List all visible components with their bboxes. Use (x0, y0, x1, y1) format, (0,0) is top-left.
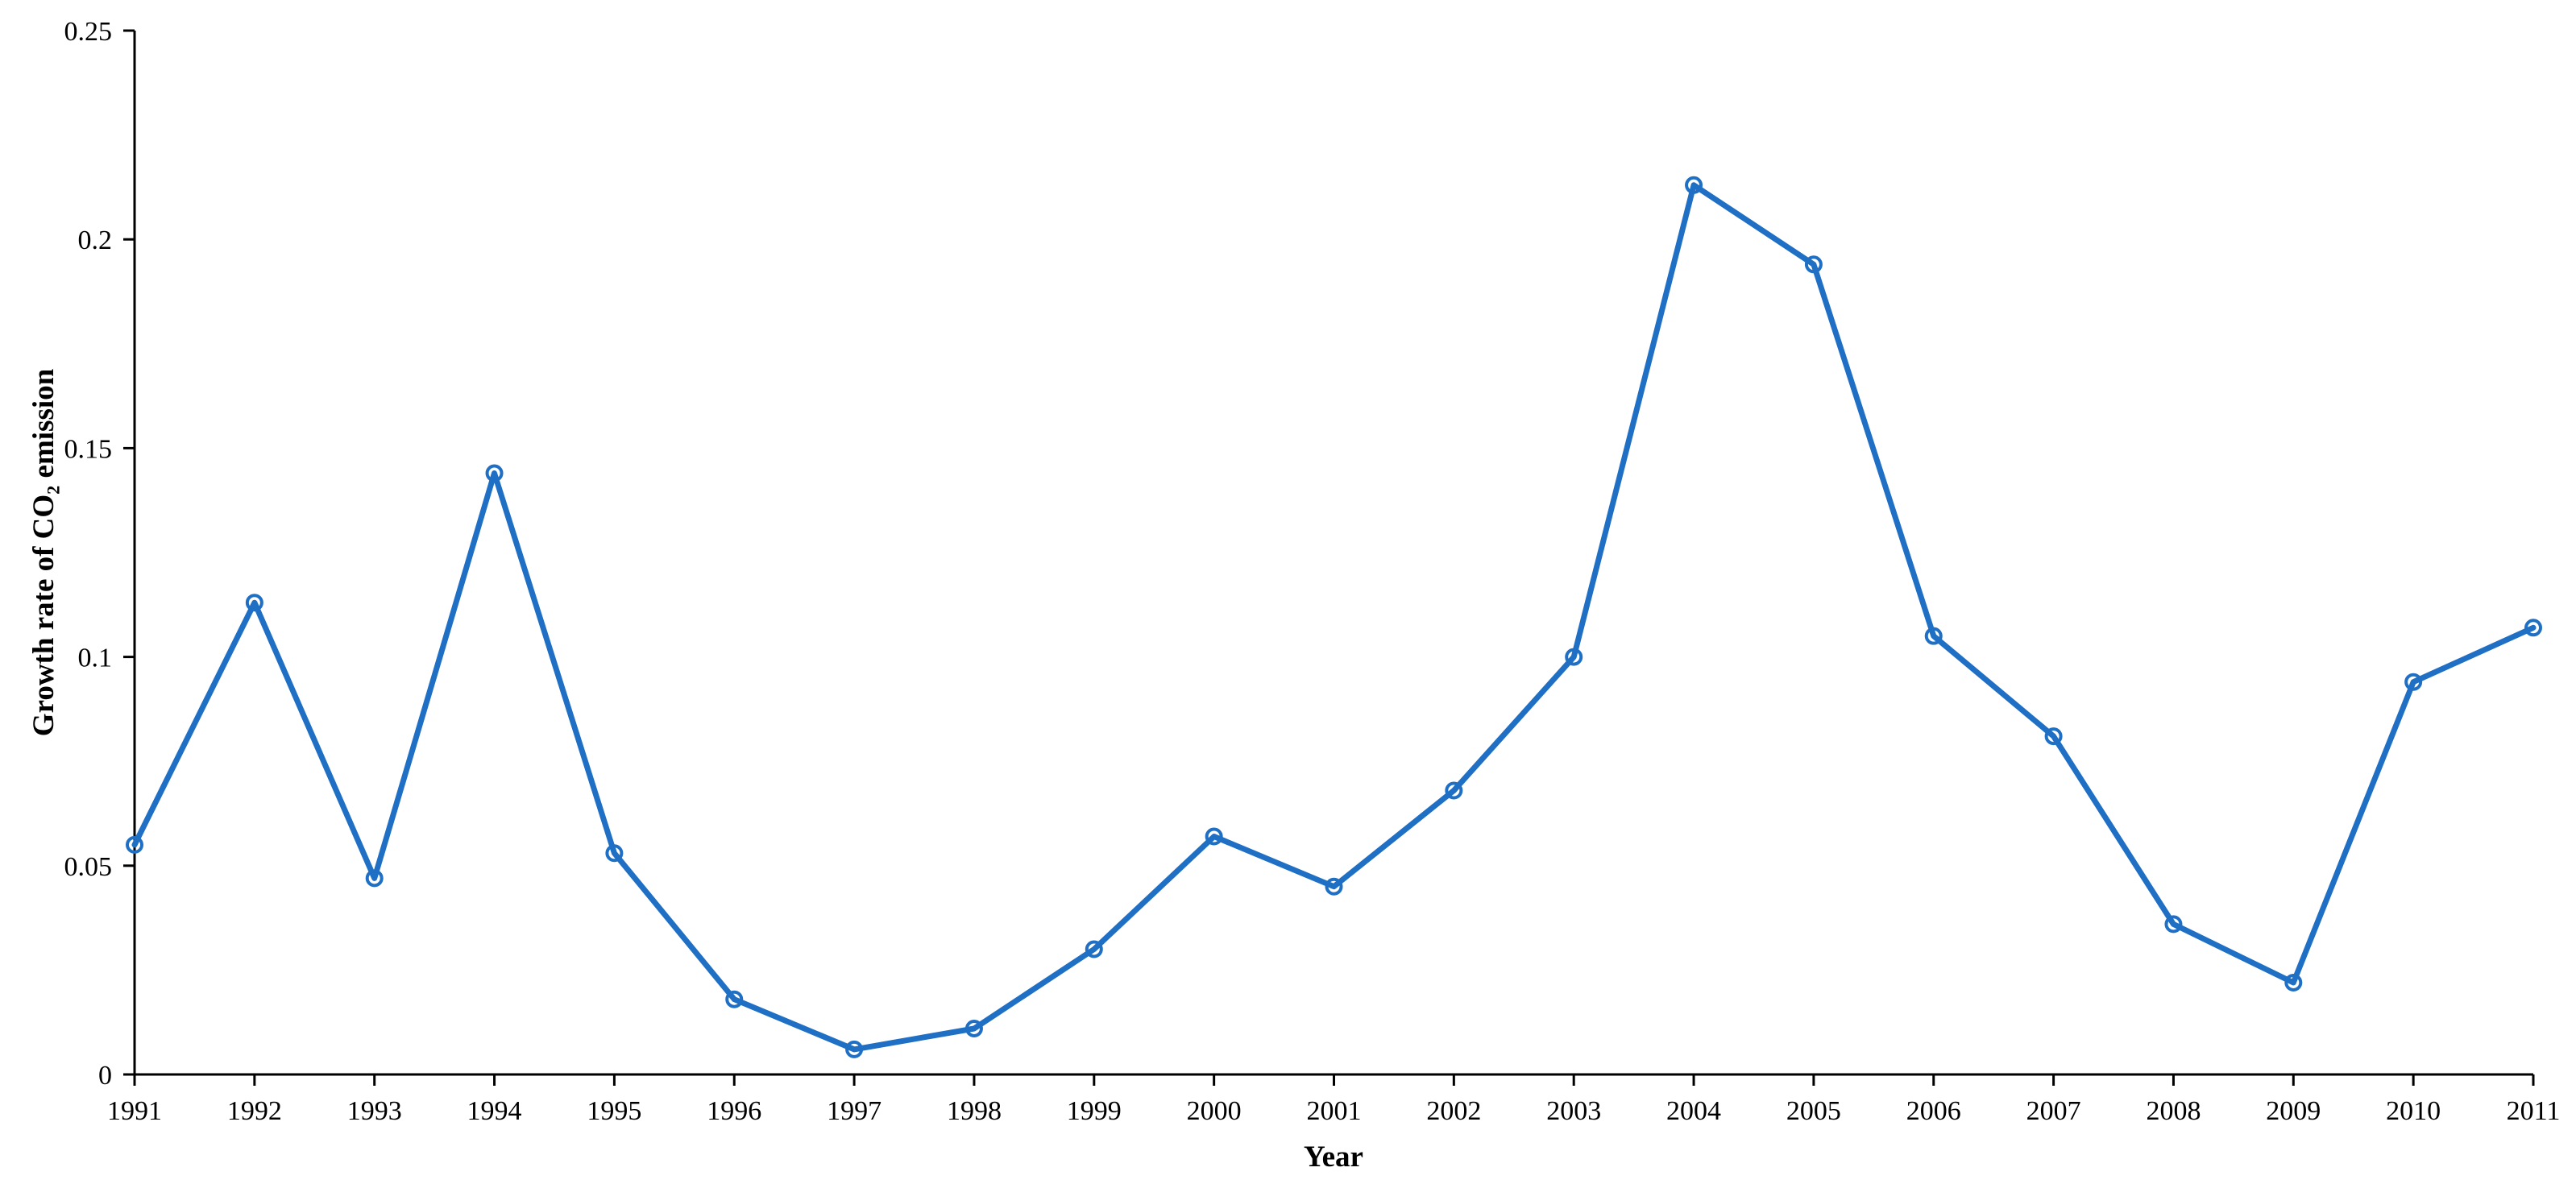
data-point-1999 (1085, 940, 1103, 958)
y-tick-label: 0.2 (78, 226, 113, 255)
data-point-2003 (1565, 648, 1583, 666)
data-point-2005 (1804, 255, 1823, 274)
data-point-2007 (2044, 727, 2063, 746)
x-tick-label: 2004 (1666, 1096, 1721, 1126)
x-axis-ticks: 1991 1992 1993 1994 1995 1996 1997 1998 1999 2000… (107, 1074, 2560, 1126)
series-line (131, 182, 2537, 1053)
x-tick-label: 2001 (1307, 1096, 1362, 1126)
data-point-2001 (1325, 877, 1343, 896)
x-axis-title: Year (1304, 1141, 1363, 1174)
x-tick-label: 1994 (467, 1096, 522, 1126)
data-point-1998 (964, 1019, 983, 1037)
data-point-2010 (2404, 673, 2423, 691)
data-point-1997 (845, 1040, 864, 1058)
x-tick-label: 2009 (2266, 1096, 2321, 1126)
data-point-1996 (725, 990, 744, 1008)
data-point-2006 (1924, 627, 1943, 645)
y-tick-label: 0 (98, 1061, 112, 1091)
x-tick-label: 2003 (1546, 1096, 1601, 1126)
x-tick-label: 2002 (1426, 1096, 1481, 1126)
y-tick-label: 0.25 (64, 17, 113, 47)
x-tick-label: 2000 (1187, 1096, 1242, 1126)
x-tick-label: 1991 (107, 1096, 162, 1126)
data-point-2008 (2164, 915, 2183, 934)
x-tick-label: 2008 (2146, 1096, 2201, 1126)
x-tick-label: 1999 (1067, 1096, 1122, 1126)
x-tick-label: 1996 (707, 1096, 761, 1126)
data-point-1993 (365, 869, 384, 888)
series-layer (126, 176, 2542, 1058)
y-axis-title: Growth rate of CO₂ emission (27, 368, 60, 736)
x-tick-label: 1995 (587, 1096, 641, 1126)
data-point-1994 (485, 464, 504, 482)
x-tick-label: 2010 (2386, 1096, 2441, 1126)
y-tick-label: 0.1 (78, 644, 113, 673)
data-point-2004 (1685, 176, 1703, 194)
plot-area: 0 0.05 0.1 0.15 0.2 0.25 1991 1992 1993 1994 1995… (64, 17, 2561, 1126)
data-point-2000 (1205, 827, 1223, 846)
x-tick-label: 2006 (1906, 1096, 1961, 1126)
data-point-2011 (2524, 619, 2542, 637)
data-point-1995 (605, 844, 624, 863)
y-axis-ticks: 0 0.05 0.1 0.15 0.2 0.25 (64, 17, 135, 1091)
x-tick-label: 1998 (947, 1096, 1002, 1126)
data-point-2009 (2284, 973, 2303, 991)
data-point-1992 (245, 594, 263, 612)
x-tick-label: 1997 (827, 1096, 881, 1126)
y-tick-label: 0.15 (64, 434, 113, 464)
x-tick-label: 2011 (2507, 1096, 2561, 1126)
x-tick-label: 2007 (2026, 1096, 2081, 1126)
data-point-2002 (1445, 781, 1463, 800)
x-tick-label: 1993 (347, 1096, 402, 1126)
y-tick-label: 0.05 (64, 852, 113, 882)
x-tick-label: 2005 (1786, 1096, 1841, 1126)
x-tick-label: 1992 (227, 1096, 282, 1126)
data-point-1991 (126, 835, 143, 854)
